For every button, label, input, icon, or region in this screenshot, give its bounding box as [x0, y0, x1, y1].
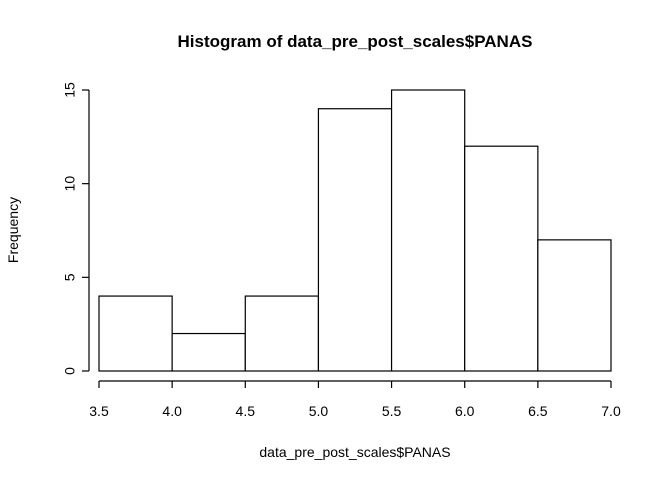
histogram-bar-3 [244, 295, 320, 372]
x-tick-label: 5.0 [309, 403, 329, 419]
histogram-bar-1 [98, 295, 173, 372]
y-tick-label: 5 [62, 273, 78, 281]
histogram-bar-5 [390, 89, 466, 372]
x-axis-label: data_pre_post_scales$PANAS [259, 444, 450, 460]
y-tick-label: 15 [62, 82, 78, 98]
histogram-bar-7 [537, 239, 612, 372]
x-axis: 3.5 4.0 4.5 5.0 5.5 6.0 6.5 7.0 [89, 380, 621, 419]
histogram-bar-2 [171, 332, 246, 372]
x-tick-label: 4.0 [162, 403, 182, 419]
histogram-bar-6 [464, 145, 539, 372]
y-tick-label: 0 [62, 367, 78, 375]
chart-title: Histogram of data_pre_post_scales$PANAS [178, 32, 533, 51]
x-tick-label: 4.5 [236, 403, 256, 419]
x-tick-label: 6.0 [455, 403, 475, 419]
x-tick-label: 7.0 [601, 403, 621, 419]
y-tick-label: 10 [62, 176, 78, 192]
x-tick-label: 6.5 [528, 403, 548, 419]
histogram-bar-4 [317, 108, 393, 372]
y-axis-label: Frequency [5, 197, 21, 263]
x-tick-label: 5.5 [382, 403, 402, 419]
bars-layer [98, 89, 612, 372]
x-tick-label: 3.5 [89, 403, 109, 419]
y-axis: 0 5 10 15 [62, 82, 90, 375]
